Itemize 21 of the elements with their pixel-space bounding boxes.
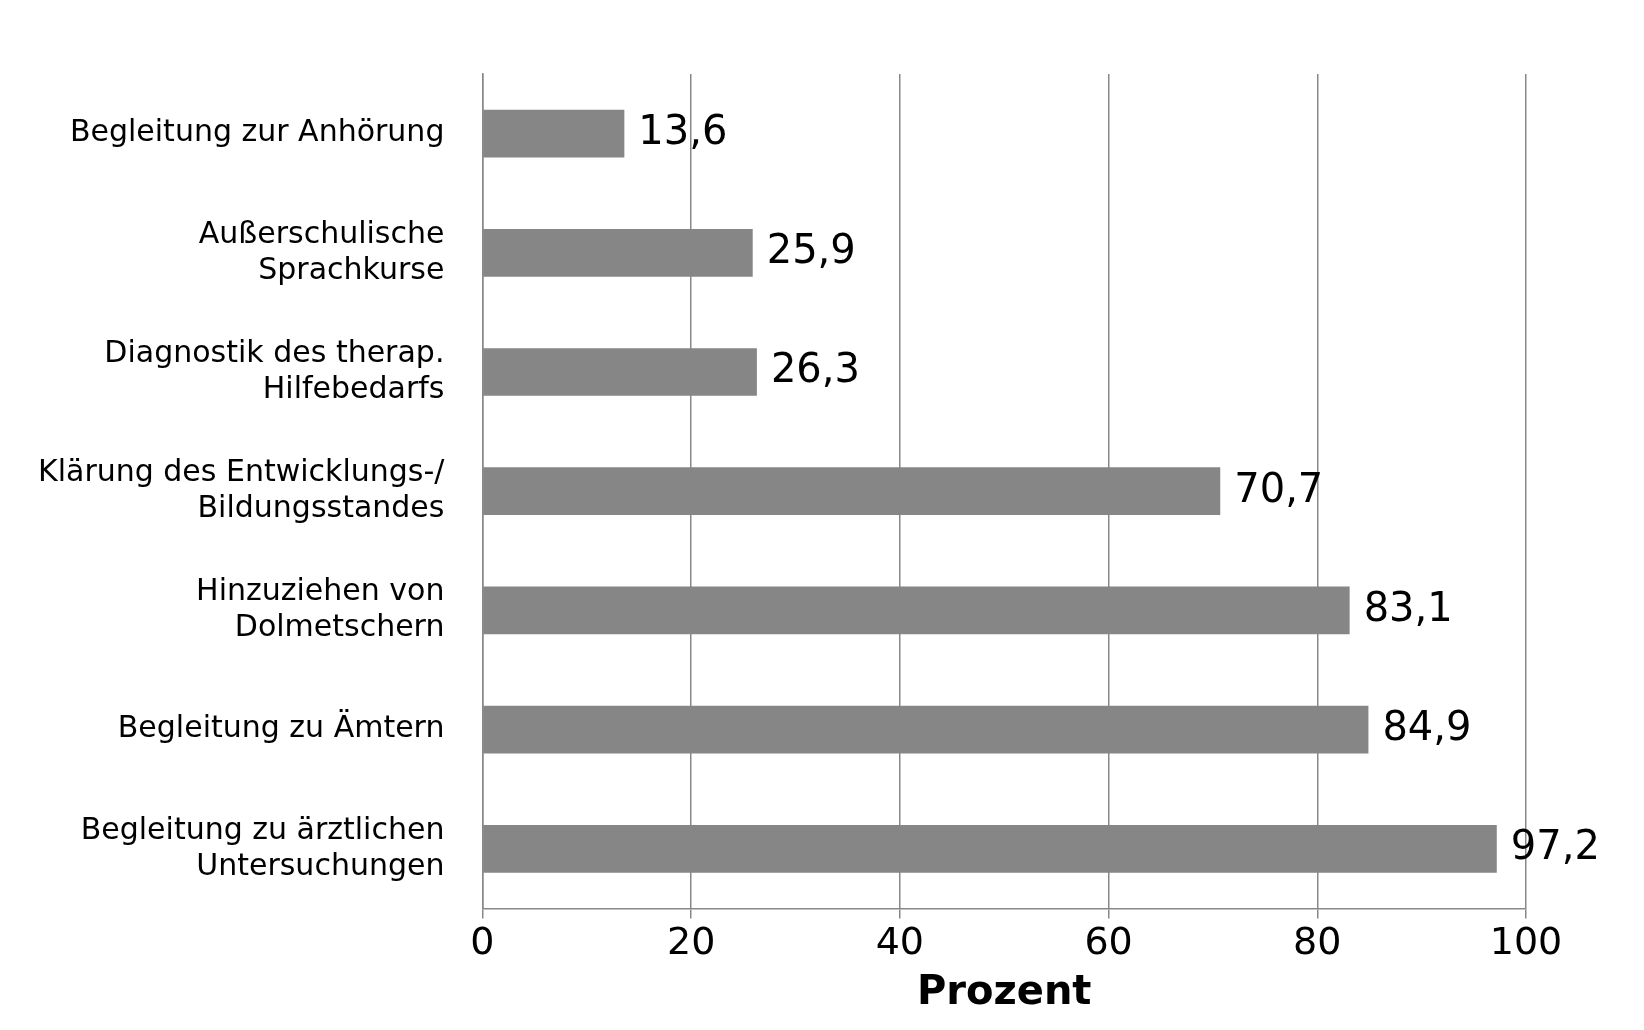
y-tick-label: Außerschulische Sprachkurse <box>198 214 445 286</box>
y-tick-label: Begleitung zur Anhörung <box>69 113 445 149</box>
data-label: 25,9 <box>766 226 856 273</box>
data-label: 97,2 <box>1510 822 1600 869</box>
data-label: 83,1 <box>1363 583 1453 630</box>
y-tick-label: Diagnostik des therap. Hilfebedarfs <box>104 333 445 405</box>
x-tick-label: 60 <box>1084 919 1133 964</box>
y-tick-label: Hinzuziehen von Dolmetschern <box>196 572 445 644</box>
x-tick-label: 80 <box>1293 919 1342 964</box>
x-axis-title: Prozent <box>916 967 1092 1014</box>
y-tick-label: Begleitung zu Ämtern <box>117 709 445 745</box>
x-tick-label: 20 <box>666 919 716 964</box>
y-tick-label: Begleitung zu ärztlichen Untersuchungen <box>80 810 445 882</box>
x-tick-label: 100 <box>1489 919 1563 964</box>
data-label: 70,7 <box>1234 464 1324 511</box>
y-tick-label: Klärung des Entwicklungs-/ Bildungsstandes <box>38 453 446 524</box>
data-label: 13,6 <box>638 106 728 153</box>
data-label: 26,3 <box>770 345 860 392</box>
x-tick-label: 40 <box>875 919 925 964</box>
x-tick-label: 0 <box>470 919 495 964</box>
data-label: 84,9 <box>1382 702 1472 749</box>
